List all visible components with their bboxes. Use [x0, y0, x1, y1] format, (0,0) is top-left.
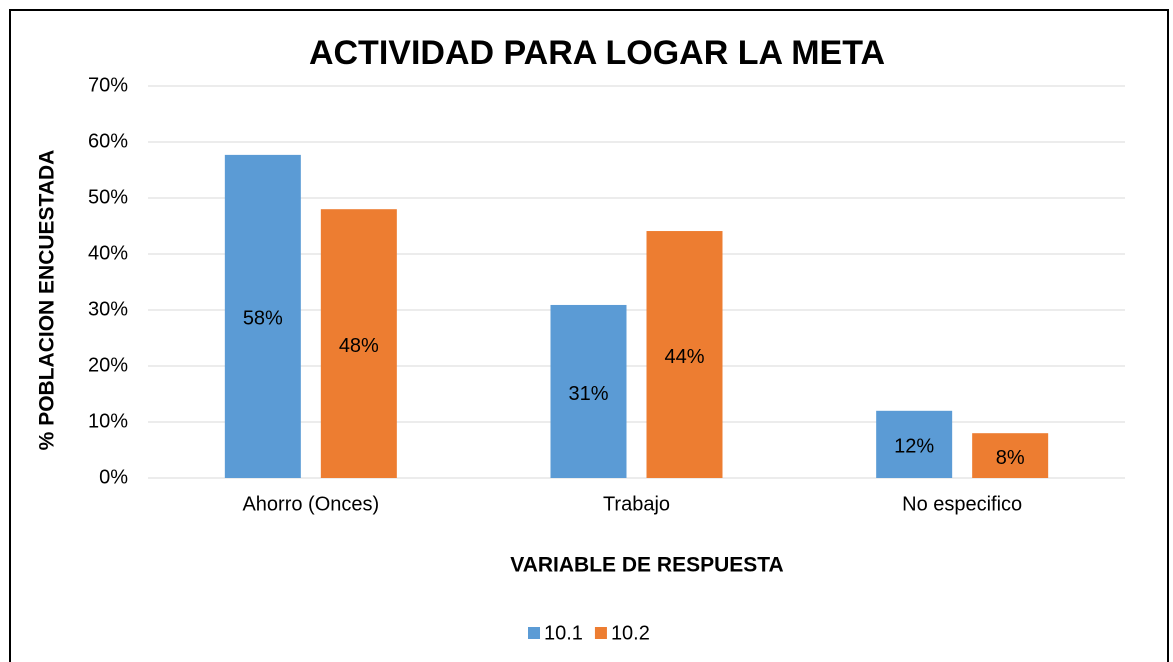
x-tick-label: Trabajo: [603, 493, 670, 515]
bar: [876, 410, 953, 478]
chart-title: ACTIVIDAD PARA LOGAR LA META: [309, 34, 885, 72]
bar: [224, 154, 301, 478]
legend-label: 10.1: [544, 622, 583, 644]
y-tick-label: 40%: [88, 242, 128, 264]
x-tick-label: Ahorro (Onces): [242, 493, 379, 515]
data-label: 44%: [664, 346, 704, 368]
y-axis-title: % POBLACION ENCUESTADA: [36, 150, 59, 451]
x-axis-title: VARIABLE DE RESPUESTA: [510, 554, 783, 577]
y-tick-label: 70%: [88, 74, 128, 96]
legend-swatch: [528, 627, 540, 639]
y-tick-label: 10%: [88, 410, 128, 432]
bar: [550, 304, 627, 478]
data-label: 31%: [568, 383, 608, 405]
legend-swatch: [594, 627, 607, 639]
y-tick-label: 60%: [88, 130, 128, 152]
data-label: 8%: [996, 447, 1025, 469]
bar: [972, 433, 1049, 478]
legend-label: 10.2: [611, 622, 650, 644]
data-label: 12%: [894, 436, 934, 458]
y-tick-label: 30%: [88, 298, 128, 320]
x-tick-label: No especifico: [902, 493, 1022, 515]
bar: [320, 209, 397, 478]
data-label: 48%: [339, 335, 379, 357]
y-tick-label: 50%: [88, 186, 128, 208]
bar: [646, 231, 723, 478]
y-tick-label: 0%: [99, 466, 128, 488]
data-label: 58%: [243, 308, 283, 330]
y-tick-label: 20%: [88, 354, 128, 376]
